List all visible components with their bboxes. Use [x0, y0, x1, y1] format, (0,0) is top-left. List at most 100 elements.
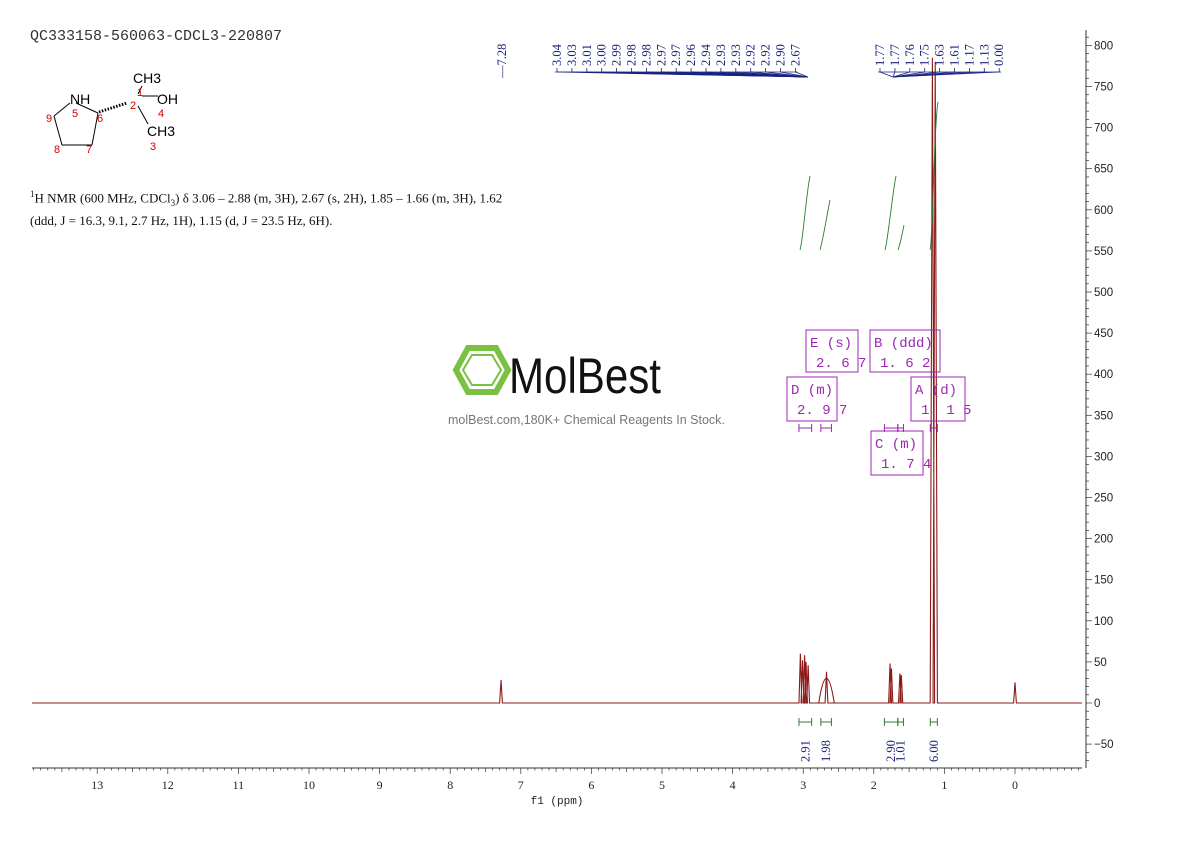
ring-bond — [91, 112, 99, 146]
peak-label: 1.76 — [903, 44, 917, 66]
y-tick-label: 650 — [1094, 164, 1113, 176]
peak-label: 1.77 — [873, 44, 887, 66]
spectrum-broad-peak — [818, 678, 835, 704]
x-tick-label: 8 — [447, 778, 453, 792]
x-tick-label: 3 — [800, 778, 806, 792]
nh-label: NH — [70, 91, 90, 107]
multiplet-label: A (d) — [915, 383, 957, 399]
atom-number: 8 — [54, 144, 60, 156]
integral-value: 1.01 — [894, 740, 908, 762]
multiplet-label: E (s) — [810, 336, 852, 352]
integral-curve — [884, 175, 897, 251]
y-tick-label: 200 — [1094, 534, 1113, 546]
peak-label-leader — [892, 71, 1000, 78]
integral-value: 2.91 — [798, 740, 812, 762]
y-tick-label: 50 — [1094, 657, 1107, 669]
x-tick-label: 0 — [1012, 778, 1018, 792]
peak-label: 2.67 — [788, 44, 802, 66]
peak-label: 1.13 — [977, 44, 991, 66]
integral-curve — [929, 101, 939, 251]
nmr-description: 1H NMR (600 MHz, CDCl3) δ 3.06 – 2.88 (m… — [30, 186, 590, 229]
atom-number: 9 — [46, 113, 52, 125]
bond — [137, 85, 143, 95]
atom-number: 6 — [97, 113, 103, 125]
logo-brand-text: MolBest — [509, 348, 661, 404]
logo-hexagon — [452, 345, 512, 395]
y-tick-label: 450 — [1094, 328, 1113, 340]
y-tick-label: 800 — [1094, 40, 1113, 52]
ring-bond — [75, 102, 99, 114]
nmr-sup: 1 — [30, 189, 35, 199]
peak-label-leader — [879, 71, 894, 78]
integral-value: 2.90 — [884, 740, 898, 762]
logo-hexagon-inner — [461, 354, 503, 386]
x-tick-label: 2 — [871, 778, 877, 792]
integral-curve — [799, 175, 811, 251]
x-tick-label: 6 — [588, 778, 594, 792]
multiplet-shift: 1. 7 4 — [881, 457, 931, 473]
nmr-line1-rest: ) δ 3.06 – 2.88 (m, 3H), 2.67 (s, 2H), 1… — [175, 190, 503, 206]
nmr-sub: 3 — [170, 197, 176, 208]
y-tick-label: 100 — [1094, 616, 1113, 628]
peak-label: 2.92 — [759, 44, 773, 66]
nmr-line2: (ddd, J = 16.3, 9.1, 2.7 Hz, 1H), 1.15 (… — [30, 212, 333, 228]
y-tick-label: 750 — [1094, 82, 1113, 94]
peak-label: 0.00 — [992, 44, 1006, 66]
ring-bond — [53, 115, 63, 146]
atom-number: 2 — [130, 100, 136, 112]
multiplet-box — [870, 430, 924, 476]
atom-number: 5 — [72, 108, 78, 120]
peak-label: 2.96 — [684, 44, 698, 66]
multiplet-box — [786, 376, 838, 422]
integral-curve — [819, 199, 831, 251]
x-tick-label: 12 — [162, 778, 174, 792]
peak-label: 2.97 — [654, 44, 668, 66]
integral-curve — [897, 224, 905, 251]
multiplet-box — [869, 329, 941, 373]
multiplet-label: B (ddd) — [874, 336, 933, 352]
x-tick-label: 1 — [941, 778, 947, 792]
x-tick-label: 10 — [303, 778, 315, 792]
ch3-top-label: CH3 — [133, 70, 161, 86]
peak-label: 2.99 — [610, 44, 624, 66]
y-tick-label: 500 — [1094, 287, 1113, 299]
peak-label: 2.97 — [669, 44, 683, 66]
y-tick-label: 700 — [1094, 123, 1113, 135]
peak-label: 1.63 — [933, 44, 947, 66]
y-tick-label: 400 — [1094, 369, 1113, 381]
peak-label: 2.98 — [625, 44, 639, 66]
spectrum-trace — [32, 57, 1082, 704]
multiplet-label: D (m) — [791, 383, 833, 399]
peak-label-leader — [892, 71, 896, 78]
peak-label: —7.28 — [495, 44, 509, 79]
molbest-logo: MolBest — [452, 345, 661, 404]
y-tick-label: −50 — [1094, 739, 1114, 751]
peak-label: 3.03 — [565, 44, 579, 66]
peak-label: 2.98 — [639, 44, 653, 66]
ring-bond — [53, 102, 71, 117]
peak-label: 2.90 — [774, 44, 788, 66]
x-tick-label: 4 — [730, 778, 736, 792]
multiplet-box — [910, 376, 966, 422]
atom-number: 4 — [158, 108, 164, 120]
peak-label: 1.17 — [962, 44, 976, 66]
molecule-structure: CH3 OH CH3 NH 1 2 3 4 5 6 7 8 9 — [46, 70, 178, 156]
y-tick-label: 350 — [1094, 410, 1113, 422]
multiplet-label: C (m) — [875, 437, 917, 453]
peak-label-leader — [765, 71, 809, 78]
peak-label-leader — [780, 71, 809, 78]
bond — [137, 105, 149, 125]
x-tick-label: 7 — [518, 778, 524, 792]
peak-label: 2.92 — [744, 44, 758, 66]
x-tick-label: 9 — [377, 778, 383, 792]
peak-label: 1.61 — [948, 44, 962, 66]
x-axis-title: f1 (ppm) — [531, 796, 584, 808]
multiplet-shift: 2. 6 7 — [816, 356, 866, 372]
y-tick-label: 150 — [1094, 575, 1113, 587]
multiplet-shift: 1. 6 2 — [880, 356, 930, 372]
atom-number: 7 — [86, 144, 92, 156]
peak-label-leader — [795, 71, 809, 78]
peak-label: 1.77 — [888, 44, 902, 66]
y-tick-label: 600 — [1094, 205, 1113, 217]
